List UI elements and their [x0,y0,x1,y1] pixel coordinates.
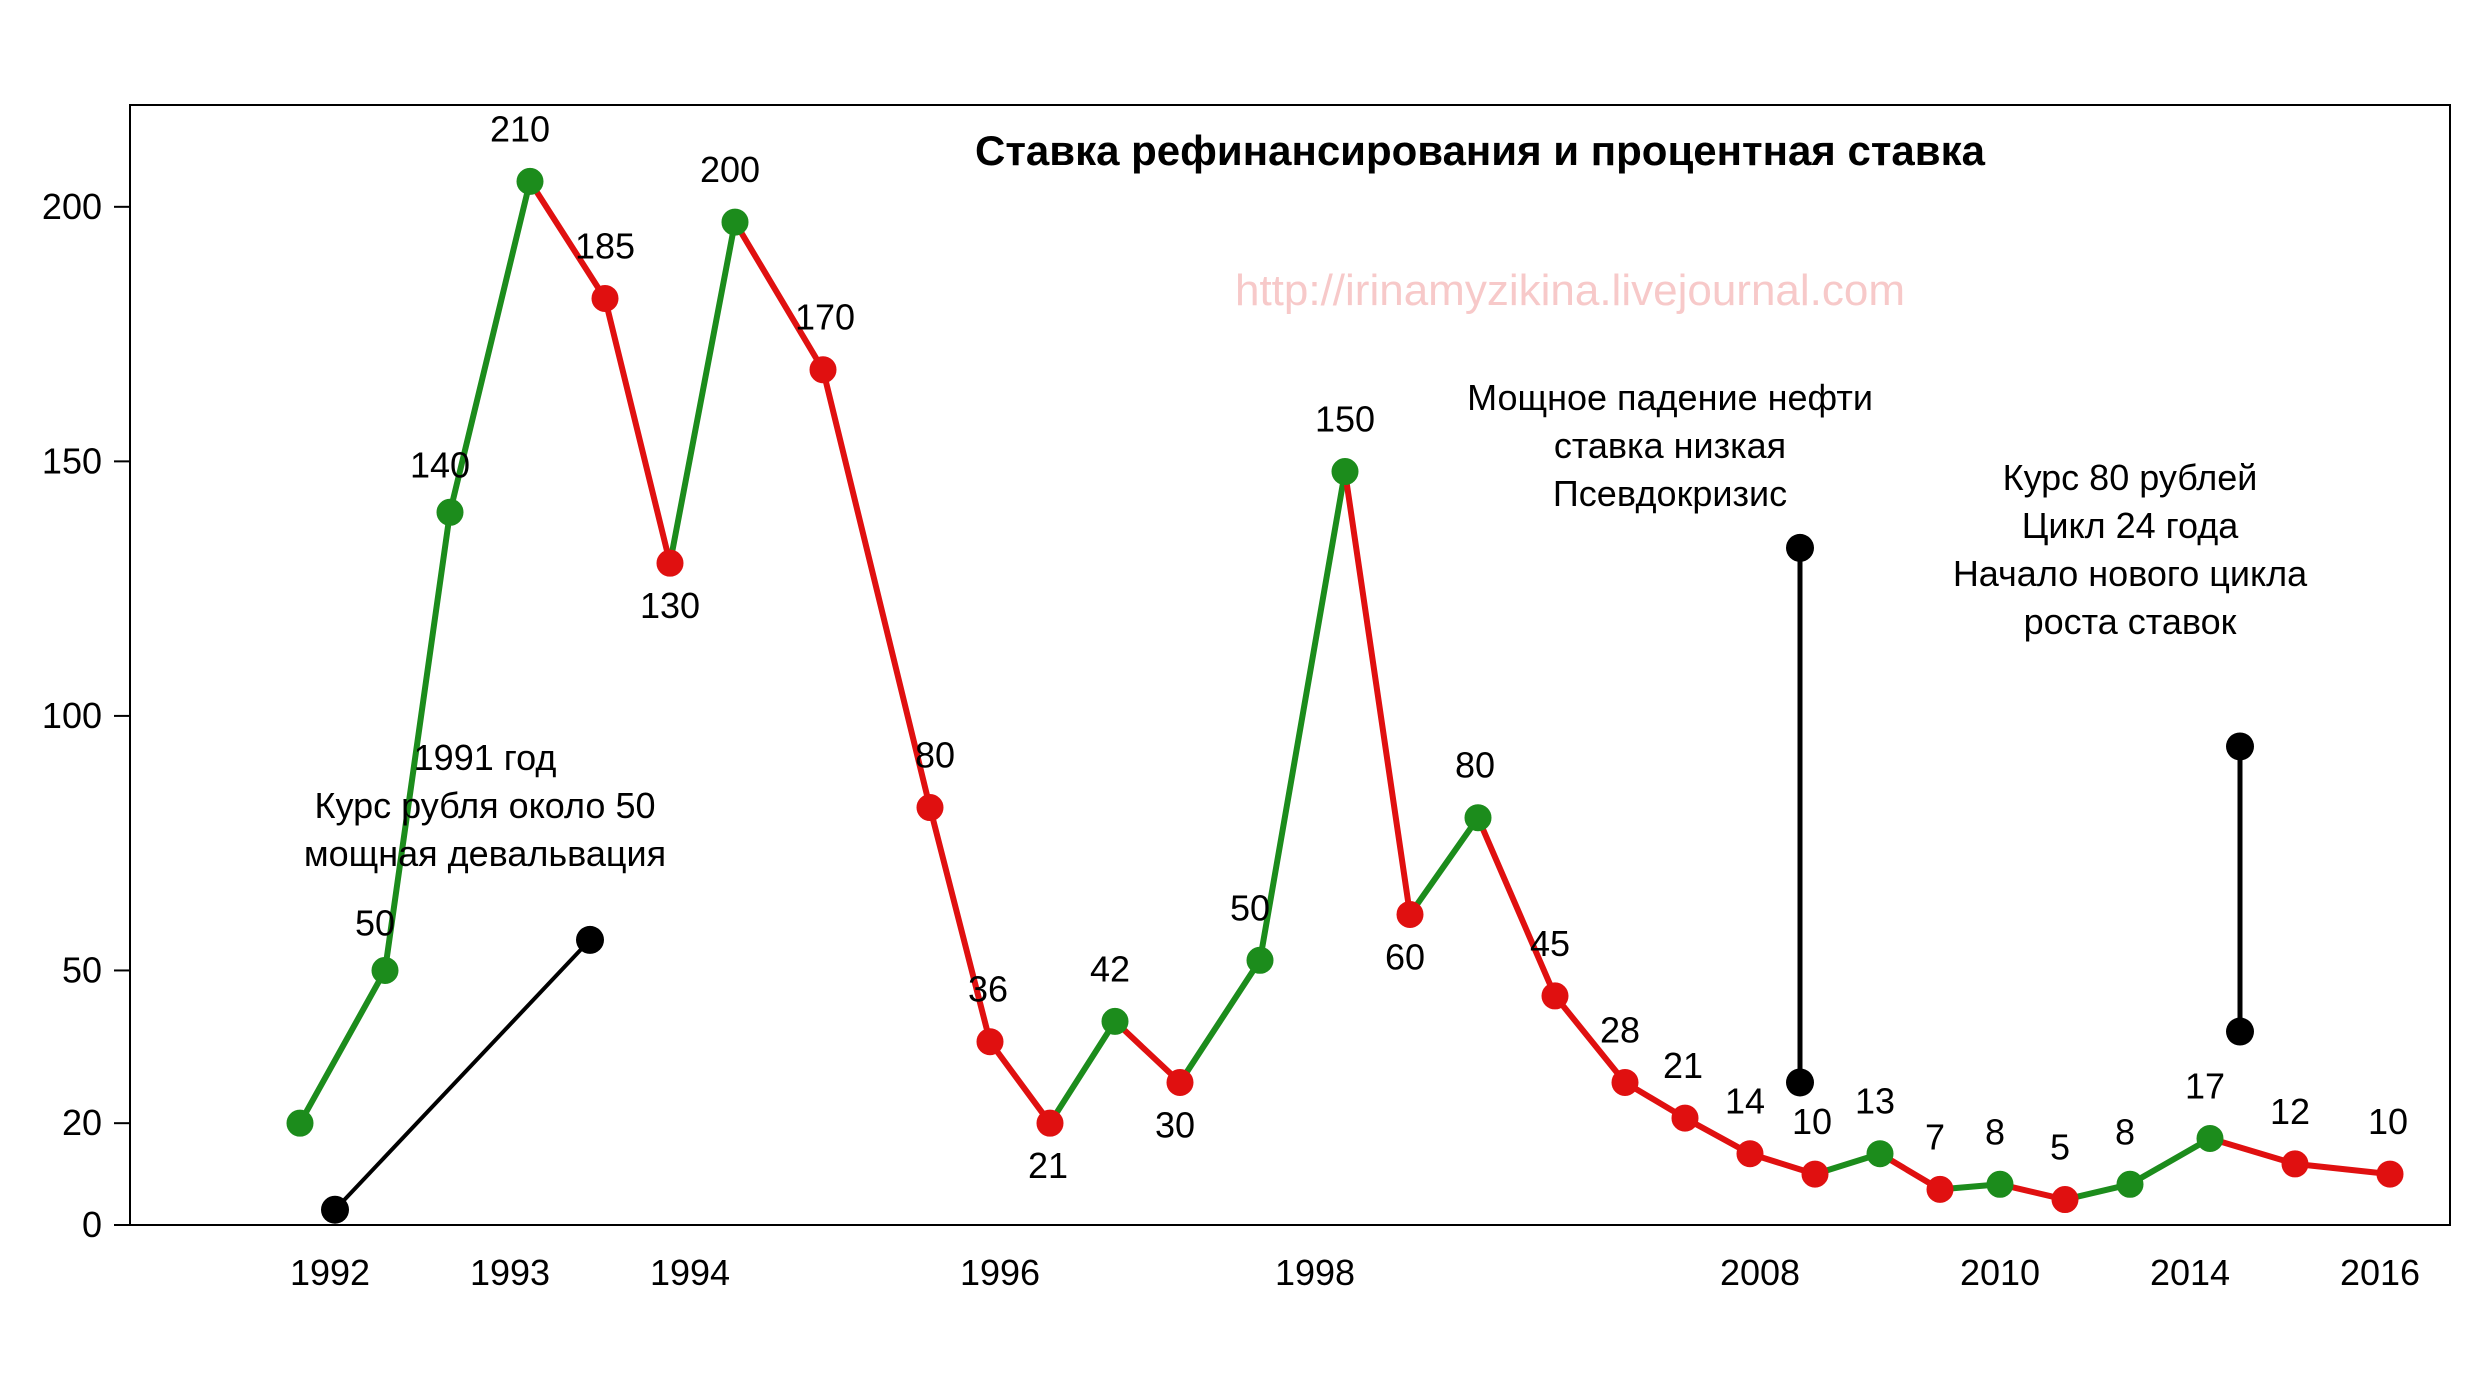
refinancing-rate-chart: 0205010015020019921993199419961998200820… [0,0,2480,1385]
y-tick-label: 150 [42,440,102,481]
annotation-text: Мощное падение нефти [1467,377,1873,418]
data-point [1802,1161,1828,1187]
data-point [592,285,618,311]
x-tick-label: 1994 [650,1252,730,1293]
data-label: 210 [490,108,550,149]
x-tick-label: 1998 [1275,1252,1355,1293]
data-label: 80 [1455,745,1495,786]
annotation-text: Начало нового цикла [1953,553,2308,594]
data-label: 13 [1855,1081,1895,1122]
data-point [1332,459,1358,485]
y-tick-label: 20 [62,1102,102,1143]
data-label: 10 [2368,1101,2408,1142]
data-point [1542,983,1568,1009]
data-point [917,795,943,821]
data-point [517,168,543,194]
data-point [1167,1069,1193,1095]
annotation-text: Курс 80 рублей [2003,457,2258,498]
annotation-marker [1786,1068,1814,1096]
data-point [2197,1125,2223,1151]
y-tick-label: 50 [62,949,102,990]
data-point [722,209,748,235]
data-label: 45 [1530,923,1570,964]
data-point [1037,1110,1063,1136]
annotation-text: Псевдокризис [1553,473,1787,514]
data-point [2377,1161,2403,1187]
data-label: 17 [2185,1065,2225,1106]
data-point [2282,1151,2308,1177]
annotation-text: Курс рубля около 50 [315,785,656,826]
annotation-marker [1786,534,1814,562]
data-label: 50 [355,902,395,943]
data-label: 30 [1155,1104,1195,1145]
annotation-marker [2226,732,2254,760]
data-point [1672,1105,1698,1131]
data-point [1867,1141,1893,1167]
annotation-text: ставка низкая [1554,425,1786,466]
data-point [287,1110,313,1136]
data-label: 60 [1385,936,1425,977]
annotation-marker [2226,1018,2254,1046]
watermark: http://irinamyzikina.livejournal.com [1235,266,1905,315]
x-tick-label: 1992 [290,1252,370,1293]
data-point [1247,947,1273,973]
data-label: 21 [1663,1045,1703,1086]
data-label: 36 [968,969,1008,1010]
x-tick-label: 2008 [1720,1252,1800,1293]
data-point [2052,1187,2078,1213]
data-label: 50 [1230,887,1270,928]
data-label: 42 [1090,948,1130,989]
data-label: 14 [1725,1081,1765,1122]
y-tick-label: 0 [82,1204,102,1245]
data-label: 21 [1028,1145,1068,1186]
data-point [437,499,463,525]
data-point [1612,1069,1638,1095]
data-point [1737,1141,1763,1167]
data-point [1987,1171,2013,1197]
y-tick-label: 100 [42,695,102,736]
chart-title: Ставка рефинансирования и процентная ста… [975,127,1986,174]
annotation-text: Цикл 24 года [2022,505,2240,546]
data-label: 170 [795,297,855,338]
data-label: 185 [575,225,635,266]
data-point [657,550,683,576]
annotation-text: 1991 год [414,737,557,778]
data-label: 80 [915,735,955,776]
data-label: 7 [1925,1116,1945,1157]
data-label: 200 [700,149,760,190]
data-label: 5 [2050,1127,2070,1168]
annotation-marker [321,1196,349,1224]
annotation-text: роста ставок [2024,601,2237,642]
data-label: 10 [1792,1101,1832,1142]
data-point [810,357,836,383]
data-label: 8 [2115,1111,2135,1152]
x-tick-label: 2010 [1960,1252,2040,1293]
x-tick-label: 2016 [2340,1252,2420,1293]
data-label: 140 [410,444,470,485]
annotation-text: мощная девальвация [304,833,666,874]
annotation-marker [576,926,604,954]
data-point [977,1029,1003,1055]
data-point [372,957,398,983]
data-point [1465,805,1491,831]
data-point [1102,1008,1128,1034]
data-label: 130 [640,585,700,626]
data-label: 12 [2270,1091,2310,1132]
data-point [1927,1176,1953,1202]
data-label: 28 [1600,1009,1640,1050]
y-tick-label: 200 [42,186,102,227]
x-tick-label: 1993 [470,1252,550,1293]
data-label: 150 [1315,399,1375,440]
data-point [1397,901,1423,927]
x-tick-label: 2014 [2150,1252,2230,1293]
data-point [2117,1171,2143,1197]
data-label: 8 [1985,1111,2005,1152]
x-tick-label: 1996 [960,1252,1040,1293]
